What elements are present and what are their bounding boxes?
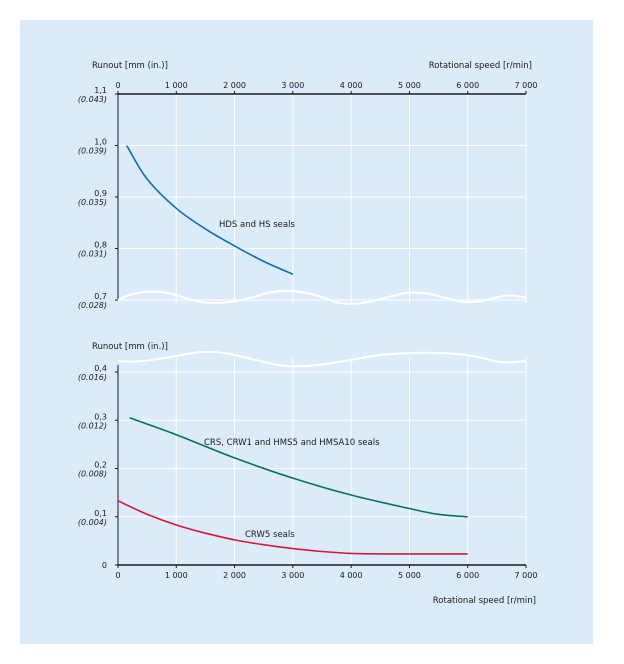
series-line-1-1 [117, 500, 468, 555]
chart-panel [20, 20, 593, 644]
curve-labels: HDS and HS seals CRS, CRW1 and HMS5 and … [204, 220, 380, 540]
y-tick-label-mm: 0,3 [94, 412, 107, 421]
y-tick-label-mm: 1,0 [94, 138, 107, 147]
y-tick-label-mm: 0,7 [94, 292, 107, 301]
label-crs-group: CRS, CRW1 and HMS5 and HMSA10 seals [204, 438, 380, 448]
x-tick-label: 3 000 [281, 81, 304, 90]
x-tick-label: 2 000 [223, 81, 246, 90]
bottom-series [117, 417, 468, 555]
label-crw5: CRW5 seals [245, 530, 295, 540]
label-hds-hs: HDS and HS seals [219, 220, 295, 230]
y-tick-label-mm: 0,9 [94, 189, 107, 198]
y-tick-label-in: (0.012) [78, 421, 107, 430]
top-y-axis-label: Runout [mm (in.)] [92, 61, 168, 71]
y-tick-label-in: (0.008) [78, 470, 107, 479]
y-tick-label-in: (0.028) [78, 301, 107, 310]
y-tick-label-in: (0.016) [78, 373, 107, 382]
x-tick-label: 1 000 [165, 81, 188, 90]
top-series [126, 145, 294, 276]
grid-layer [118, 92, 527, 565]
x-tick-label: 6 000 [456, 81, 479, 90]
x-tick-label: 0 [115, 81, 120, 90]
y-tick-label-mm: 0,1 [94, 509, 107, 518]
x-tick-label: 3 000 [281, 571, 304, 580]
series-line-1-0 [129, 417, 468, 518]
x-tick-label: 5 000 [398, 571, 421, 580]
x-tick-label: 4 000 [340, 571, 363, 580]
x-tick-label: 2 000 [223, 571, 246, 580]
y-tick-label-in: (0.043) [78, 95, 107, 104]
y-tick-label-mm: 0 [102, 561, 107, 570]
y-tick-label-mm: 0,4 [94, 364, 107, 373]
top-x-axis-label: Rotational speed [r/min] [429, 61, 532, 71]
x-tick-label: 6 000 [456, 571, 479, 580]
top-chart: Runout [mm (in.)] Rotational speed [r/mi… [78, 61, 538, 310]
top-axis-break-wave [117, 289, 527, 305]
bottom-axis-break-wave [117, 350, 527, 368]
y-tick-label-mm: 1,1 [94, 86, 107, 95]
x-tick-label: 1 000 [165, 571, 188, 580]
x-tick-label: 7 000 [515, 81, 538, 90]
y-tick-label-in: (0.031) [78, 250, 107, 259]
x-tick-label: 4 000 [340, 81, 363, 90]
series-line-0-0 [126, 145, 294, 276]
x-tick-label: 0 [115, 571, 120, 580]
y-tick-label-mm: 0,2 [94, 461, 107, 470]
y-tick-label-in: (0.004) [78, 518, 107, 527]
bottom-x-axis-label: Rotational speed [r/min] [433, 596, 536, 606]
x-tick-label: 7 000 [515, 571, 538, 580]
x-tick-label: 5 000 [398, 81, 421, 90]
bottom-chart: Runout [mm (in.)] Rotational speed [r/mi… [78, 342, 538, 606]
bottom-y-axis-label: Runout [mm (in.)] [92, 342, 168, 352]
y-tick-label-in: (0.039) [78, 147, 107, 156]
y-tick-label-mm: 0,8 [94, 241, 107, 250]
bottom-ticks: 0 1 000 2 000 3 000 4 000 5 000 6 000 7 000 0 0,1… [78, 364, 538, 580]
y-tick-label-in: (0.035) [78, 198, 107, 207]
